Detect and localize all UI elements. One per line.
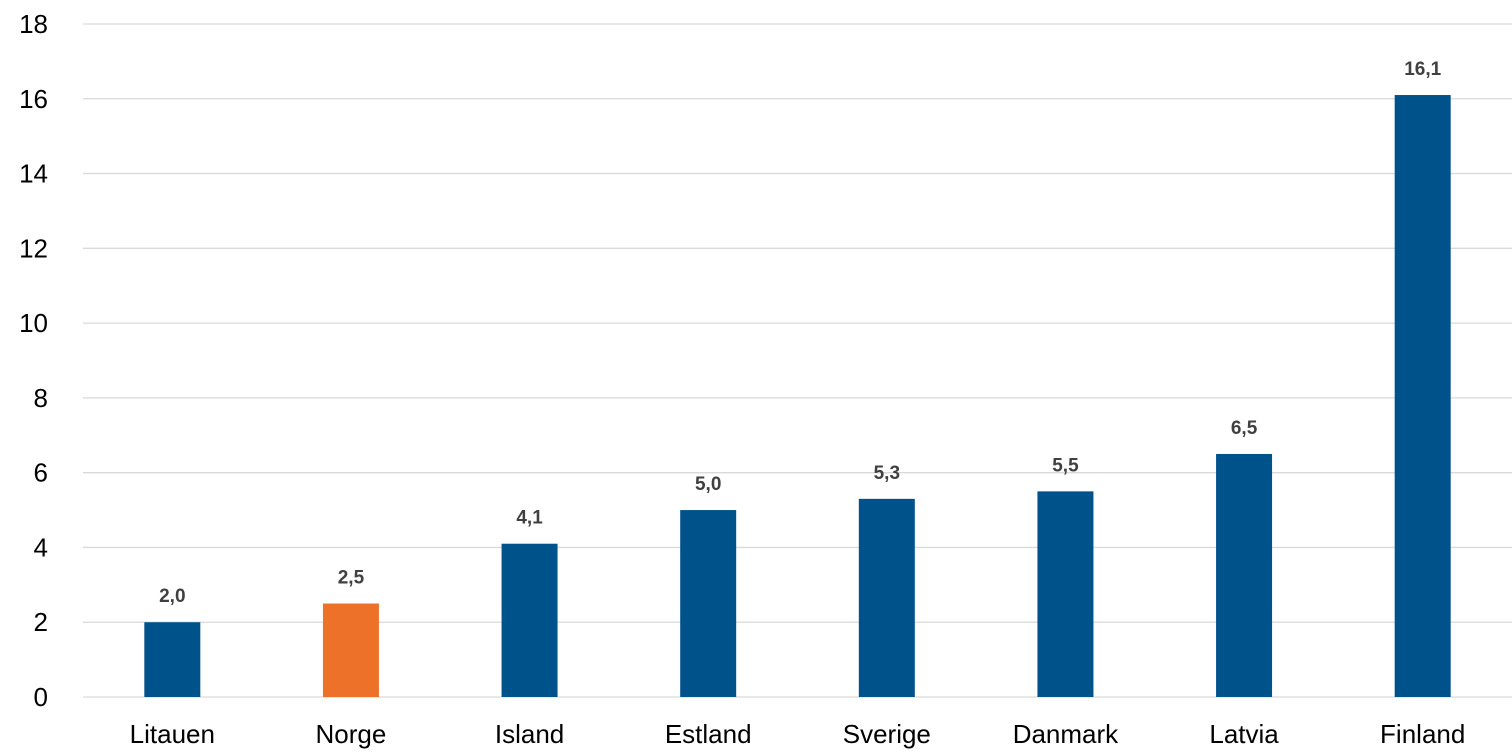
x-category-label: Litauen: [130, 719, 215, 749]
data-label: 5,5: [1052, 455, 1079, 476]
bar-latvia: [1216, 453, 1273, 697]
y-tick-label: 12: [19, 233, 48, 263]
y-tick-label: 10: [19, 308, 48, 338]
gridlines: [83, 23, 1512, 698]
x-category-label: Finland: [1380, 719, 1465, 749]
y-tick-label: 0: [34, 682, 48, 712]
data-label: 5,3: [874, 463, 900, 484]
bars: [144, 95, 1451, 698]
x-category-label: Estland: [665, 719, 752, 749]
y-tick-label: 18: [19, 9, 48, 39]
x-category-label: Norge: [316, 719, 387, 749]
y-axis-ticks: 0 2 4 6 8 10 12 14 16 18: [19, 9, 48, 712]
bar-estland: [680, 510, 737, 697]
y-tick-label: 4: [34, 532, 48, 562]
bar-sverige: [858, 498, 915, 697]
bar-norge: [322, 603, 379, 697]
data-label: 2,0: [159, 586, 185, 607]
y-tick-label: 14: [19, 159, 48, 189]
x-category-label: Island: [495, 719, 564, 749]
data-label: 4,1: [516, 508, 543, 529]
bar-danmark: [1037, 491, 1094, 697]
bar-litauen: [144, 622, 201, 697]
y-tick-label: 6: [34, 458, 48, 488]
data-label: 16,1: [1404, 59, 1441, 80]
x-category-label: Latvia: [1209, 719, 1279, 749]
bar-finland: [1394, 95, 1451, 698]
data-label: 6,5: [1231, 418, 1258, 439]
x-category-label: Sverige: [843, 719, 931, 749]
data-label: 2,5: [338, 568, 365, 589]
y-tick-label: 2: [34, 607, 48, 637]
x-category-label: Danmark: [1013, 719, 1119, 749]
data-labels: 2,0 2,5 4,1 5,0 5,3 5,5 6,5 16,1: [159, 59, 1442, 607]
data-label: 5,0: [695, 474, 721, 495]
y-tick-label: 8: [34, 383, 48, 413]
y-tick-label: 16: [19, 84, 48, 114]
x-axis-categories: Litauen Norge Island Estland Sverige Danmark L…: [130, 719, 1466, 749]
bar-island: [501, 543, 558, 697]
